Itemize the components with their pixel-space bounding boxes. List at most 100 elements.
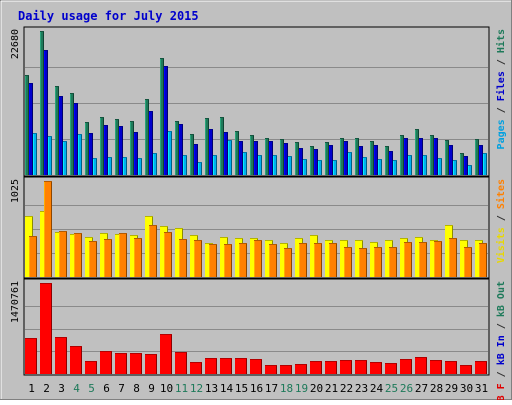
bar-pages-fill: [393, 160, 397, 175]
bar-kb-f: [370, 362, 382, 374]
bar-hits-fill: [160, 58, 164, 175]
bar-sites-fill: [104, 239, 112, 277]
bar-files-fill: [389, 151, 393, 175]
bar-pages: [408, 155, 412, 175]
legend-part: /: [496, 317, 507, 335]
bar-pages: [198, 162, 202, 175]
bar-files-fill: [164, 66, 168, 175]
bar-files-fill: [59, 96, 63, 175]
bar-hits: [355, 138, 359, 175]
bar-kb-f-fill: [70, 346, 82, 374]
bar-files: [149, 111, 153, 175]
bar-sites: [359, 248, 367, 277]
x-tick-label: 17: [265, 382, 278, 395]
bar-pages-fill: [408, 155, 412, 175]
bar-files: [449, 145, 453, 175]
legend-part: Pages: [496, 119, 507, 149]
bar-files: [119, 126, 123, 175]
bar-sites: [434, 241, 442, 277]
bar-sites-fill: [29, 236, 37, 277]
bar-sites: [164, 232, 172, 277]
bar-pages: [393, 160, 397, 175]
y-max-label: 1025: [10, 179, 21, 203]
bar-kb-f-fill: [445, 361, 457, 374]
bar-files: [314, 149, 318, 175]
bar-hits-fill: [475, 139, 479, 175]
bar-files-fill: [344, 141, 348, 175]
bar-hits-fill: [70, 93, 74, 175]
bar-sites-fill: [434, 241, 442, 277]
bar-kb-f: [325, 361, 337, 374]
bar-files: [374, 145, 378, 175]
bar-files-fill: [269, 141, 273, 175]
bar-pages: [33, 133, 37, 175]
bar-sites-fill: [449, 238, 457, 277]
bar-files-fill: [29, 83, 33, 175]
bar-hits-fill: [415, 129, 419, 175]
bar-hits: [475, 139, 479, 175]
bar-files: [179, 124, 183, 175]
bar-hits: [205, 118, 209, 175]
bar-files-fill: [179, 124, 183, 175]
bar-files-fill: [419, 138, 423, 175]
bar-hits-fill: [460, 153, 464, 175]
bar-pages-fill: [198, 162, 202, 175]
bar-pages: [273, 155, 277, 175]
bar-files: [239, 141, 243, 175]
bar-pages-fill: [243, 152, 247, 175]
bar-sites: [209, 244, 217, 277]
bar-hits: [280, 139, 284, 175]
bar-sites: [29, 236, 37, 277]
bar-files-fill: [134, 132, 138, 175]
bar-kb-f: [310, 361, 322, 374]
bar-kb-f: [130, 353, 142, 374]
x-tick-label: 16: [250, 382, 263, 395]
bar-kb-f: [100, 351, 112, 374]
bar-kb-f-fill: [160, 334, 172, 374]
bar-files: [464, 156, 468, 175]
bar-pages: [423, 155, 427, 175]
bar-kb-f-fill: [85, 361, 97, 374]
bar-sites-fill: [284, 248, 292, 277]
bar-hits: [85, 122, 89, 175]
bar-hits: [130, 121, 134, 175]
bar-sites: [179, 239, 187, 277]
bar-hits: [55, 86, 59, 175]
bar-files-fill: [119, 126, 123, 175]
x-tick-label: 26: [400, 382, 413, 395]
bar-sites-fill: [374, 247, 382, 277]
bar-hits-fill: [265, 138, 269, 175]
bar-sites: [479, 243, 487, 277]
bar-sites: [299, 243, 307, 277]
bar-pages: [438, 158, 442, 175]
bar-kb-f: [145, 354, 157, 374]
x-tick-label: 6: [103, 382, 110, 395]
bar-sites: [224, 244, 232, 277]
x-tick-label: 31: [475, 382, 488, 395]
bar-pages-fill: [333, 160, 337, 175]
bar-hits-fill: [355, 138, 359, 175]
bar-pages-fill: [108, 157, 112, 175]
bar-hits-fill: [220, 117, 224, 175]
bar-files: [164, 66, 168, 175]
bar-hits-fill: [280, 139, 284, 175]
bar-sites: [314, 243, 322, 277]
bar-pages: [468, 165, 472, 175]
bar-hits-fill: [340, 138, 344, 175]
bar-sites-fill: [119, 233, 127, 277]
bar-kb-f: [40, 283, 52, 374]
bar-files: [329, 145, 333, 175]
bar-files: [29, 83, 33, 175]
chart-title: Daily usage for July 2015: [18, 9, 199, 23]
legend-part: /: [496, 365, 507, 383]
bar-pages: [303, 159, 307, 175]
bar-kb-f: [400, 359, 412, 374]
bar-sites: [449, 238, 457, 277]
bar-pages: [213, 155, 217, 175]
bar-pages-fill: [363, 157, 367, 175]
bar-sites-fill: [209, 244, 217, 277]
bar-hits-fill: [100, 117, 104, 175]
bar-pages: [93, 158, 97, 175]
